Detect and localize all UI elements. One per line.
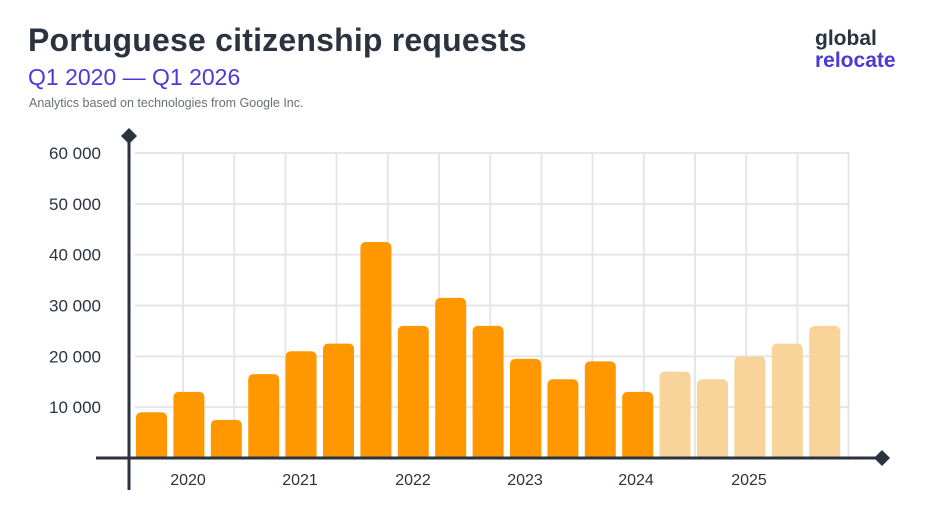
bar-q3-2021: [360, 241, 392, 458]
x-tick-label: 2021: [282, 472, 318, 489]
x-tick-label: 2024: [618, 472, 654, 489]
brand-logo: global relocate: [815, 28, 896, 72]
x-tick-label: 2023: [507, 472, 543, 489]
y-tick-label: 60 000: [49, 144, 101, 163]
bar-q1-2022: [435, 297, 467, 458]
x-tick-label: 2025: [731, 472, 767, 489]
chart-title: Portuguese citizenship requests: [28, 22, 527, 58]
y-tick-label: 30 000: [49, 297, 101, 316]
bar-q3-2024: [809, 325, 841, 458]
bar-q4-2020: [248, 374, 280, 458]
bar-q1-2024: [734, 356, 766, 458]
bar-q2-2021: [323, 343, 354, 458]
bar-q3-2023: [659, 371, 691, 458]
y-tick-label: 10 000: [49, 398, 101, 417]
y-tick-label: 20 000: [49, 347, 101, 366]
chart-subtitle: Q1 2020 — Q1 2026: [28, 64, 241, 90]
x-axis-ticks: 2020 2021 2022 2023 2024 2025: [170, 472, 767, 489]
bar-q1-2020: [136, 412, 167, 458]
bar-q2-2023: [622, 391, 654, 458]
bar-q1-2023: [584, 361, 616, 458]
logo-line-2: relocate: [815, 49, 896, 72]
bars: [136, 241, 841, 458]
bar-q1-2021: [285, 351, 317, 458]
bar-q2-2024: [771, 343, 803, 458]
y-tick-label: 40 000: [49, 246, 101, 265]
x-axis-arrow: [874, 450, 890, 466]
bar-q2-2020: [173, 391, 205, 458]
x-tick-label: 2022: [395, 472, 431, 489]
y-axis-arrow: [121, 128, 137, 144]
y-tick-label: 50 000: [49, 195, 101, 214]
bar-q4-2021: [397, 325, 429, 458]
source-note: Analytics based on technologies from Goo…: [29, 96, 304, 110]
y-axis-ticks: 10 000 20 000 30 000 40 000 50 000 60 000: [49, 144, 101, 417]
bar-q2-2022: [472, 325, 504, 458]
bar-q3-2020: [210, 419, 242, 458]
bar-q4-2023: [697, 379, 728, 458]
axes: [96, 128, 890, 490]
bar-q4-2022: [547, 379, 579, 458]
logo-line-1: global: [815, 27, 877, 50]
x-tick-label: 2020: [170, 472, 206, 489]
bar-q3-2022: [510, 358, 541, 458]
